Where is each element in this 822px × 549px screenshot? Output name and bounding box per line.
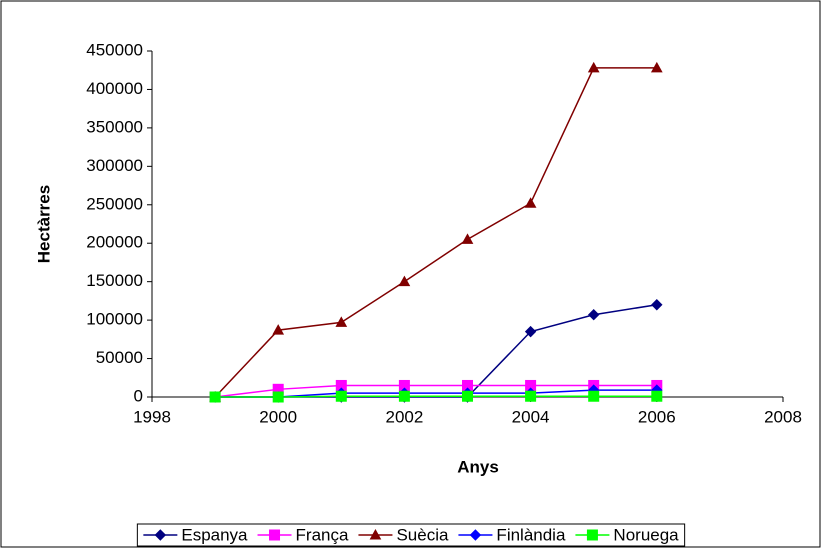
x-tick-label: 2008 bbox=[764, 407, 802, 426]
legend-label: Espanya bbox=[181, 525, 248, 544]
series-line bbox=[215, 395, 657, 398]
legend-item: Finlàndia bbox=[458, 525, 566, 544]
legend-item: Noruega bbox=[575, 525, 679, 544]
marker bbox=[525, 390, 537, 402]
x-tick-label: 2000 bbox=[259, 407, 297, 426]
y-axis-label: Hectàrres bbox=[34, 185, 53, 263]
marker bbox=[469, 529, 482, 541]
marker bbox=[398, 390, 410, 402]
marker bbox=[154, 529, 167, 541]
legend-item: França bbox=[257, 525, 349, 544]
legend-label: França bbox=[296, 525, 349, 544]
legend-label: Noruega bbox=[613, 525, 679, 544]
y-tick-label: 350000 bbox=[86, 117, 143, 136]
marker bbox=[462, 390, 473, 402]
series-line bbox=[214, 67, 657, 398]
marker bbox=[524, 325, 537, 338]
y-tick-label: 450000 bbox=[86, 40, 143, 59]
marker bbox=[586, 529, 598, 541]
y-tick-label: 400000 bbox=[86, 79, 143, 98]
y-tick-label: 150000 bbox=[86, 271, 143, 290]
x-tick-label: 2002 bbox=[385, 407, 423, 426]
marker bbox=[209, 391, 221, 403]
marker bbox=[272, 324, 285, 335]
legend: Espanya França Suècia Finlàndia Noruega bbox=[136, 523, 686, 547]
x-axis-label: Anys bbox=[457, 457, 499, 476]
y-tick-label: 50000 bbox=[96, 348, 143, 367]
y-tick-label: 100000 bbox=[86, 310, 143, 329]
x-tick-label: 2004 bbox=[512, 407, 550, 426]
marker bbox=[651, 299, 663, 311]
y-tick-label: 0 bbox=[134, 386, 143, 405]
legend-item: Suècia bbox=[358, 525, 449, 544]
legend-label: Suècia bbox=[396, 525, 449, 544]
legend-item: Espanya bbox=[143, 525, 248, 544]
y-tick-label: 200000 bbox=[86, 233, 143, 252]
marker bbox=[588, 390, 600, 402]
y-tick-label: 300000 bbox=[86, 156, 143, 175]
marker bbox=[461, 233, 474, 244]
legend-label: Finlàndia bbox=[496, 525, 566, 544]
series-line bbox=[215, 384, 657, 398]
marker bbox=[650, 61, 663, 73]
marker bbox=[335, 316, 348, 327]
marker bbox=[587, 309, 600, 321]
marker bbox=[272, 391, 284, 403]
marker bbox=[269, 529, 281, 541]
marker bbox=[587, 61, 600, 73]
marker bbox=[651, 390, 663, 402]
marker bbox=[524, 197, 537, 208]
marker bbox=[369, 528, 382, 540]
y-tick-label: 250000 bbox=[86, 194, 143, 213]
x-tick-label: 1998 bbox=[133, 407, 171, 426]
marker bbox=[335, 390, 347, 402]
marker bbox=[398, 275, 411, 287]
x-tick-label: 2006 bbox=[638, 407, 676, 426]
